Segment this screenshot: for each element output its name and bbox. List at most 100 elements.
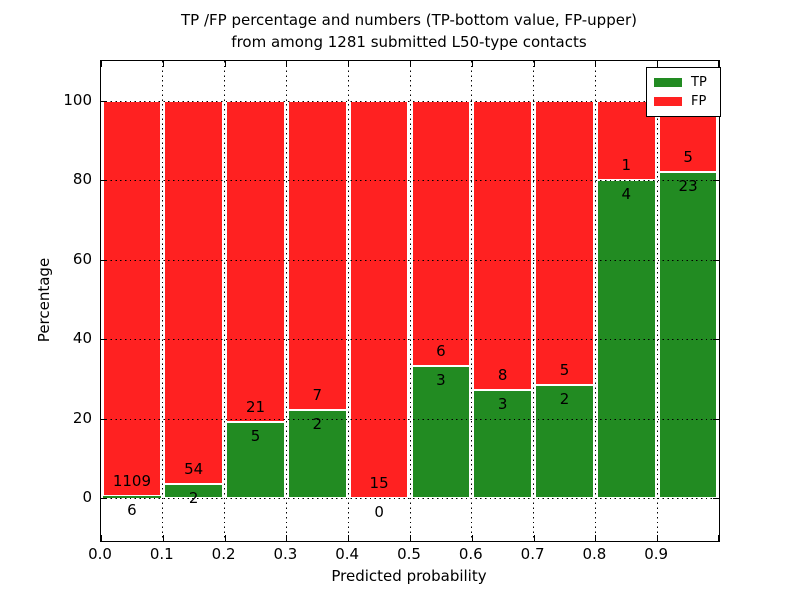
- x-tick-label: 0.1: [149, 545, 174, 563]
- x-tick-mark: [595, 535, 597, 541]
- x-tick-mark: [718, 535, 719, 541]
- legend: TP FP: [646, 67, 721, 117]
- y-tick-mark: [101, 418, 107, 420]
- grid-vline: [594, 61, 596, 541]
- bar-fp: [596, 100, 656, 181]
- grid-vline: [533, 61, 535, 541]
- annotation-fp-count: 15: [369, 474, 389, 492]
- plot-area: TP FP 1109 6 54 2 21 5 7 2 15 0 6 3 8 3 5 2 1 4 5 23: [100, 60, 721, 542]
- annotation-tp-count: 6: [127, 500, 137, 519]
- x-tick-mark: [471, 61, 473, 67]
- grid-vline: [656, 61, 658, 541]
- x-tick-mark: [224, 535, 226, 541]
- x-tick-label: 0.4: [335, 545, 360, 563]
- x-tick-mark: [224, 61, 226, 67]
- x-tick-mark: [348, 535, 350, 541]
- annotation-tp-count: 2: [188, 488, 199, 507]
- chart-title: TP /FP percentage and numbers (TP-bottom…: [100, 9, 718, 53]
- legend-entry-fp: FP: [654, 92, 720, 111]
- annotation-fp-count: 7: [312, 385, 323, 404]
- y-tick-mark: [101, 339, 107, 341]
- legend-swatch-tp: [654, 78, 682, 87]
- bar-fp: [287, 100, 347, 410]
- y-tick-label: 20: [72, 408, 92, 427]
- annotation-tp-count: 2: [559, 389, 570, 408]
- annotation-tp-count: 4: [621, 185, 632, 204]
- y-tick-label: 80: [72, 170, 92, 189]
- annotation-fp-count: 1109: [112, 471, 151, 490]
- x-tick-mark: [286, 61, 288, 67]
- annotation-tp-count: 5: [250, 426, 261, 445]
- x-tick-mark: [410, 535, 411, 541]
- bar-fp: [164, 100, 224, 484]
- annotation-fp-count: 5: [559, 360, 570, 379]
- bar-fp: [473, 100, 533, 390]
- y-tick-label: 100: [63, 90, 92, 109]
- annotation-fp-count: 54: [184, 459, 204, 478]
- y-tick-mark: [713, 418, 719, 420]
- y-tick-mark: [101, 259, 107, 261]
- legend-label-fp: FP: [691, 94, 707, 109]
- x-tick-mark: [533, 535, 535, 541]
- x-tick-label: 0.7: [520, 545, 545, 563]
- x-tick-mark: [101, 535, 102, 541]
- y-tick-mark: [101, 498, 107, 499]
- y-tick-mark: [101, 180, 107, 182]
- x-tick-mark: [595, 61, 597, 67]
- x-tick-mark: [718, 61, 719, 67]
- x-tick-mark: [533, 61, 535, 67]
- x-axis-label: Predicted probability: [331, 567, 487, 585]
- annotation-tp-count: 2: [312, 414, 323, 433]
- y-tick-mark: [713, 259, 719, 261]
- x-tick-mark: [162, 61, 164, 67]
- bar-tp: [658, 171, 718, 498]
- bar-fp: [535, 100, 594, 385]
- bar-tp: [102, 495, 162, 498]
- annotation-tp-count: 23: [678, 176, 698, 195]
- y-tick-label: 0: [82, 488, 92, 506]
- annotation-tp-count: 3: [436, 370, 446, 389]
- x-tick-mark: [410, 61, 411, 67]
- annotation-tp-count: 3: [497, 394, 508, 413]
- annotation-fp-count: 21: [245, 397, 266, 416]
- grid-hline: [101, 259, 719, 261]
- bar-tp: [164, 483, 224, 498]
- legend-swatch-fp: [654, 97, 682, 106]
- bar-tp: [473, 389, 533, 498]
- grid-hline: [101, 418, 719, 420]
- x-tick-mark: [657, 61, 659, 67]
- bar-fp: [226, 100, 285, 422]
- y-tick-mark: [101, 100, 107, 102]
- y-tick-mark: [713, 339, 719, 341]
- x-tick-mark: [162, 535, 164, 541]
- annotation-fp-count: 5: [683, 147, 693, 166]
- bar-tp: [226, 421, 285, 498]
- chart-title-line1: TP /FP percentage and numbers (TP-bottom…: [181, 11, 637, 29]
- bar-fp: [102, 100, 162, 496]
- grid-vline: [409, 61, 411, 541]
- x-tick-label: 0.8: [582, 545, 607, 563]
- grid-hline: [101, 100, 719, 102]
- legend-label-tp: TP: [691, 75, 707, 90]
- grid-hline: [101, 180, 719, 182]
- y-tick-label: 40: [72, 329, 92, 348]
- bar-tp: [411, 365, 471, 498]
- grid-hline: [101, 498, 719, 499]
- x-tick-label: 0.5: [397, 545, 421, 563]
- y-tick-label: 60: [72, 249, 92, 268]
- x-tick-label: 0.3: [273, 545, 298, 563]
- x-tick-label: 0.9: [644, 545, 669, 563]
- grid-vline: [471, 61, 473, 541]
- grid-vline: [224, 61, 226, 541]
- x-tick-mark: [101, 61, 102, 67]
- bar-fp: [411, 100, 471, 366]
- x-tick-mark: [471, 535, 473, 541]
- x-tick-label: 0.2: [211, 545, 236, 563]
- bar-fp: [349, 100, 409, 498]
- y-tick-mark: [713, 498, 719, 499]
- y-tick-mark: [713, 180, 719, 182]
- x-tick-mark: [657, 535, 659, 541]
- annotation-fp-count: 6: [436, 341, 446, 360]
- annotation-tp-count: 0: [374, 503, 384, 521]
- legend-entry-tp: TP: [654, 73, 720, 92]
